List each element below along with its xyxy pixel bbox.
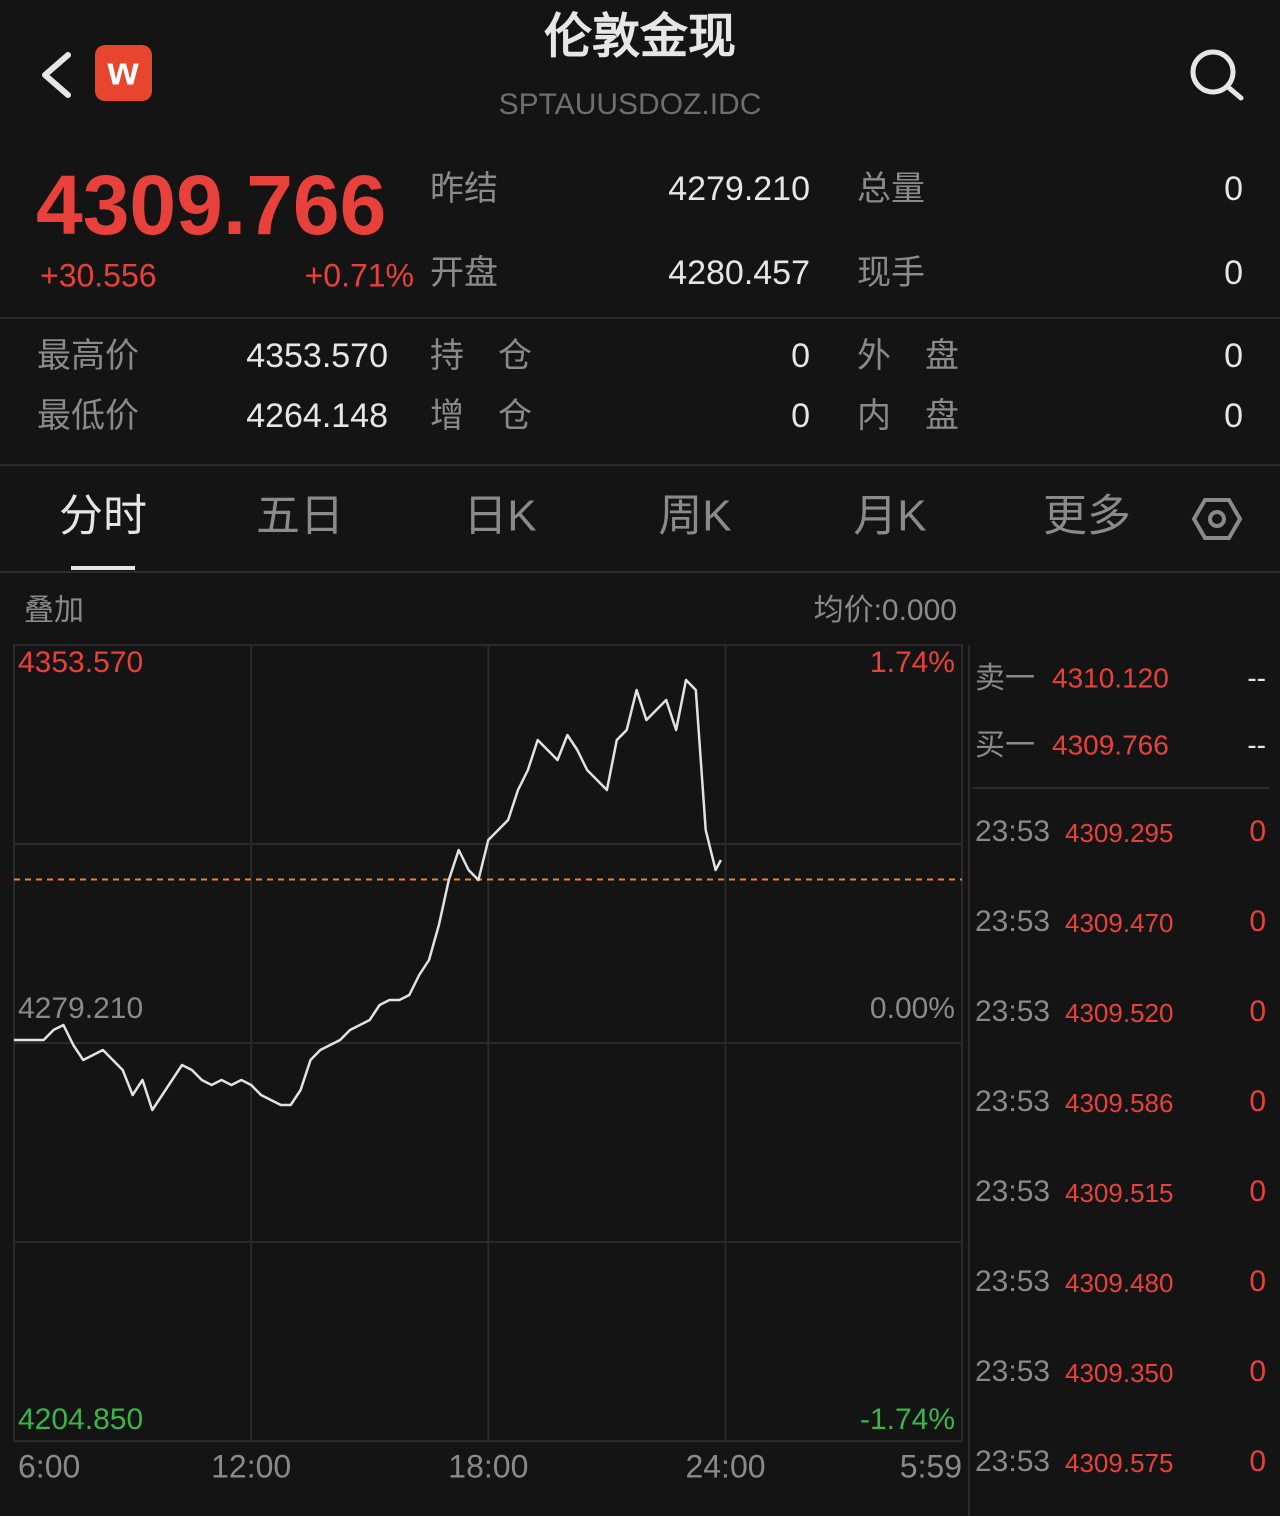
back-button[interactable] [42, 52, 71, 98]
stat-value: 4280.457 [668, 254, 810, 292]
trade-price: 4309.470 [1065, 908, 1173, 938]
logo-text: w [106, 50, 139, 94]
tab[interactable]: 周K [658, 492, 731, 541]
trade-price: 4309.575 [1065, 1448, 1173, 1478]
trade-volume: 0 [1249, 815, 1266, 848]
tab[interactable]: 更多 [1043, 492, 1131, 541]
trade-price: 4309.586 [1065, 1088, 1173, 1118]
settings-button[interactable] [1191, 498, 1243, 540]
stat-value: 4353.570 [246, 337, 388, 375]
stat-label: 总量 [857, 170, 925, 208]
stat-label: 持 仓 [430, 337, 532, 375]
price-line [14, 678, 723, 1112]
x-tick-label: 5:59 [900, 1448, 962, 1484]
tab[interactable]: 分时 [59, 492, 147, 541]
stat-label: 昨结 [430, 170, 498, 208]
trade-time: 23:53 [975, 995, 1050, 1028]
last-price: 4309.766 [36, 158, 386, 252]
average-price: 均价:0.000 [814, 594, 957, 627]
trade-price: 4309.350 [1065, 1358, 1173, 1388]
trade-price: 4309.515 [1065, 1178, 1173, 1208]
trade-volume: 0 [1249, 1445, 1266, 1478]
app-logo [95, 45, 152, 101]
stat-label: 最低价 [37, 397, 139, 435]
stat-value: 0 [1224, 170, 1243, 208]
trade-time: 23:53 [975, 1355, 1050, 1388]
overlay-label: 叠加 [24, 594, 84, 627]
trade-volume: 0 [1249, 1265, 1266, 1298]
stat-label: 现手 [857, 254, 925, 292]
trade-volume: 0 [1249, 1175, 1266, 1208]
y-tick-label: 4279.210 [18, 992, 143, 1025]
settings-icon [1191, 498, 1243, 540]
trade-price: 4309.520 [1065, 998, 1173, 1028]
y-tick-label: 4353.570 [18, 646, 143, 679]
order-volume: -- [1247, 729, 1266, 760]
stat-value: 0 [1224, 254, 1243, 292]
trade-volume: 0 [1249, 995, 1266, 1028]
stat-value: 0 [1224, 337, 1243, 375]
trade-volume: 0 [1249, 905, 1266, 938]
x-tick-label: 12:00 [211, 1448, 291, 1484]
price-change-pct: +0.71% [305, 257, 414, 293]
price-change: +30.556 [40, 257, 157, 293]
search-icon [1225, 84, 1244, 101]
x-tick-label: 6:00 [18, 1448, 80, 1484]
trade-time: 23:53 [975, 1265, 1050, 1298]
stat-value: 0 [1224, 397, 1243, 435]
trade-price: 4309.480 [1065, 1268, 1173, 1298]
instrument-code: SPTAUUSDOZ.IDC [499, 88, 762, 121]
tab[interactable]: 月K [853, 492, 926, 541]
search-button[interactable] [1190, 49, 1244, 101]
order-volume: -- [1247, 662, 1266, 693]
tab-indicator [71, 566, 135, 570]
stat-label: 外 盘 [857, 337, 959, 375]
trade-time: 23:53 [975, 1445, 1050, 1478]
stat-value: 4264.148 [246, 397, 388, 435]
order-label: 卖一 [975, 662, 1035, 695]
tab[interactable]: 日K [463, 492, 536, 541]
order-price: 4310.120 [1052, 662, 1169, 693]
y2-tick-label: 1.74% [870, 646, 955, 679]
trade-price: 4309.295 [1065, 818, 1173, 848]
stat-value: 0 [791, 337, 810, 375]
trade-time: 23:53 [975, 1085, 1050, 1118]
trade-volume: 0 [1249, 1355, 1266, 1388]
order-label: 买一 [975, 729, 1035, 762]
stat-label: 最高价 [37, 337, 139, 375]
order-price: 4309.766 [1052, 729, 1169, 760]
stat-label: 内 盘 [857, 397, 959, 435]
tab[interactable]: 五日 [256, 492, 344, 541]
stat-value: 0 [791, 397, 810, 435]
y2-tick-label: 0.00% [870, 992, 955, 1025]
search-icon [1190, 49, 1236, 95]
settings-icon [1208, 510, 1226, 528]
stat-value: 4279.210 [668, 170, 810, 208]
trade-time: 23:53 [975, 905, 1050, 938]
x-tick-label: 18:00 [448, 1448, 528, 1484]
stat-label: 开盘 [430, 254, 498, 292]
x-tick-label: 24:00 [685, 1448, 765, 1484]
y2-tick-label: -1.74% [860, 1403, 955, 1436]
y-tick-label: 4204.850 [18, 1403, 143, 1436]
trade-time: 23:53 [975, 1175, 1050, 1208]
stat-label: 增 仓 [430, 397, 532, 435]
page-title: 伦敦金现 [544, 11, 736, 64]
trade-volume: 0 [1249, 1085, 1266, 1118]
trade-time: 23:53 [975, 815, 1050, 848]
